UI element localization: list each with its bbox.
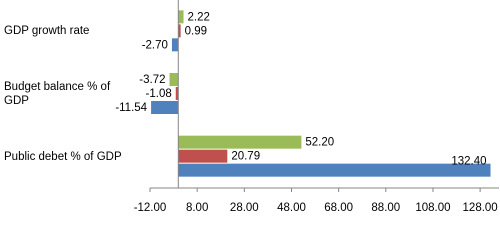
bar [178, 149, 228, 163]
category-label: Public debet % of GDP [4, 150, 122, 163]
x-tick-label: 8.00 [186, 202, 208, 214]
bar [169, 73, 179, 86]
x-tick-label: -12.00 [134, 202, 167, 214]
bar [151, 101, 179, 114]
value-label: -11.54 [115, 102, 147, 114]
category-label: Budget balance % of GDP [4, 81, 111, 107]
value-label: 2.22 [188, 11, 210, 23]
x-tick-label: 128.00 [463, 202, 498, 214]
x-tick-label: 108.00 [415, 202, 450, 214]
bar [178, 135, 302, 149]
value-label: 52.20 [305, 137, 334, 149]
bar [178, 10, 184, 24]
bar [171, 38, 179, 52]
bar [178, 163, 491, 177]
value-label: 0.99 [185, 25, 207, 37]
x-tick-label: 68.00 [324, 202, 353, 214]
value-label: -3.72 [139, 74, 165, 86]
value-label: 20.79 [231, 151, 260, 163]
x-tick-label: 88.00 [371, 202, 400, 214]
category-label: GDP growth rate [4, 25, 90, 38]
x-tick-label: 28.00 [230, 202, 259, 214]
x-tick-label: 48.00 [277, 202, 306, 214]
bar [178, 24, 181, 38]
bar [175, 87, 179, 100]
chart: -12.00 8.00 28.00 48.00 68.00 88.00 108.00 128.… [4, 0, 499, 214]
value-label: -1.08 [146, 88, 172, 100]
value-label: 132.40 [451, 156, 486, 168]
plot: -12.00 8.00 28.00 48.00 68.00 88.00 108.00 128.… [115, 0, 499, 214]
value-label: -2.70 [142, 39, 168, 51]
